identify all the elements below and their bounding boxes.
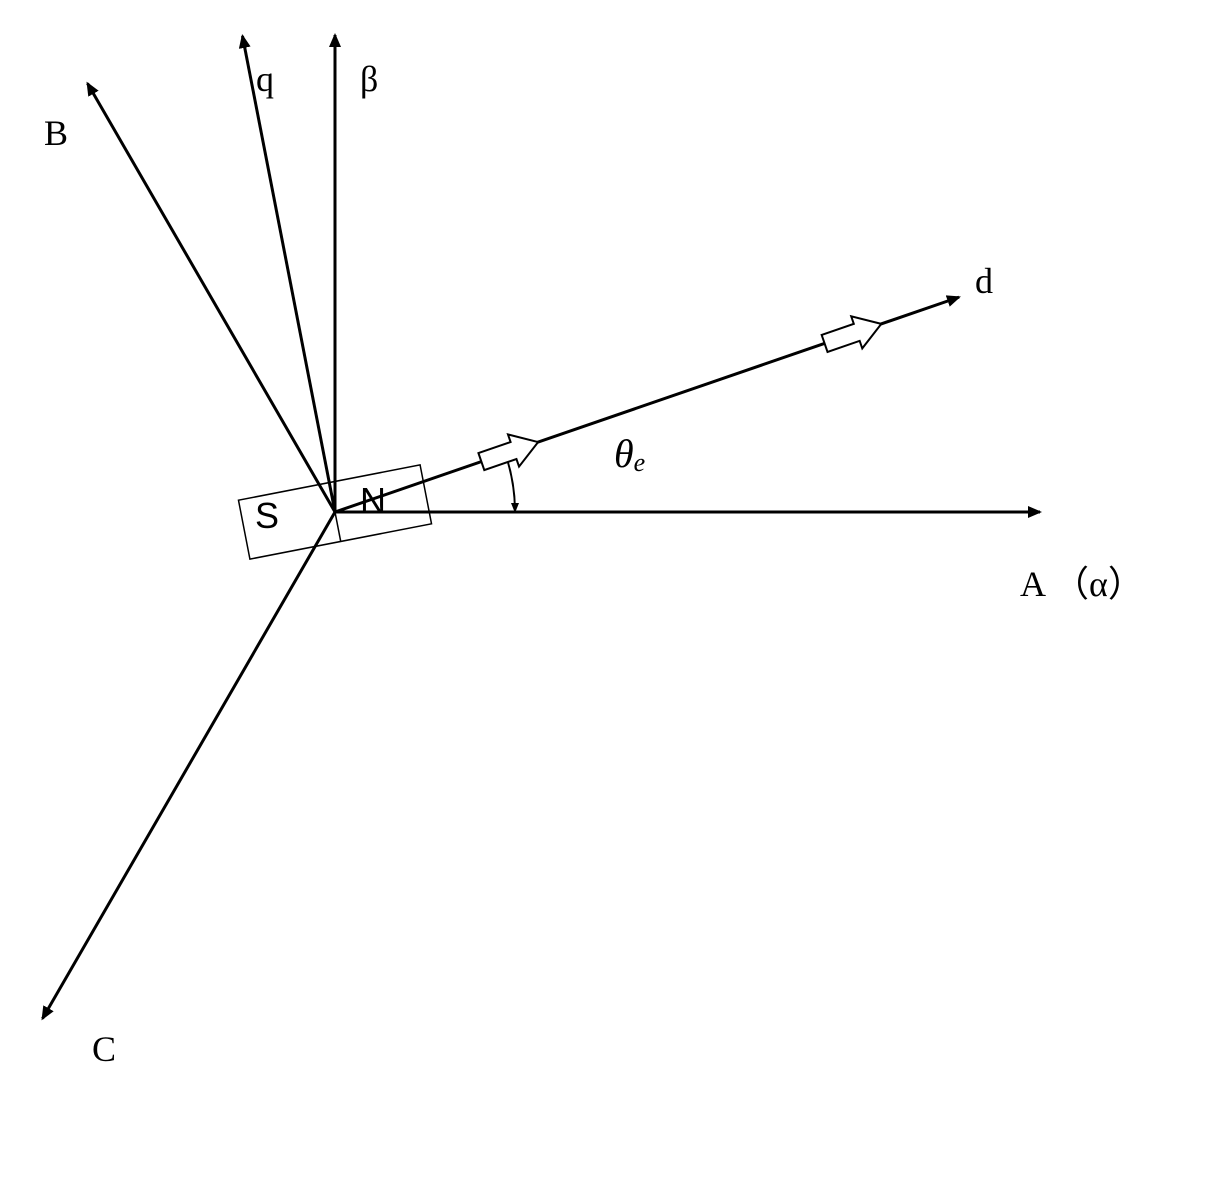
- label-d: d: [975, 260, 993, 302]
- label-B: B: [44, 112, 68, 154]
- axis-B: [88, 83, 336, 512]
- axis-q: [242, 36, 335, 512]
- label-alpha: A （α）: [1020, 555, 1144, 607]
- magnet-N-label: N: [360, 480, 386, 522]
- hollow-arrow-1: [819, 308, 887, 360]
- label-q: q: [256, 58, 274, 100]
- magnet-S-label: S: [255, 495, 279, 537]
- label-beta: β: [360, 58, 378, 100]
- angle-theta-label: θe: [614, 430, 645, 478]
- axis-C: [43, 512, 336, 1019]
- label-C: C: [92, 1028, 116, 1070]
